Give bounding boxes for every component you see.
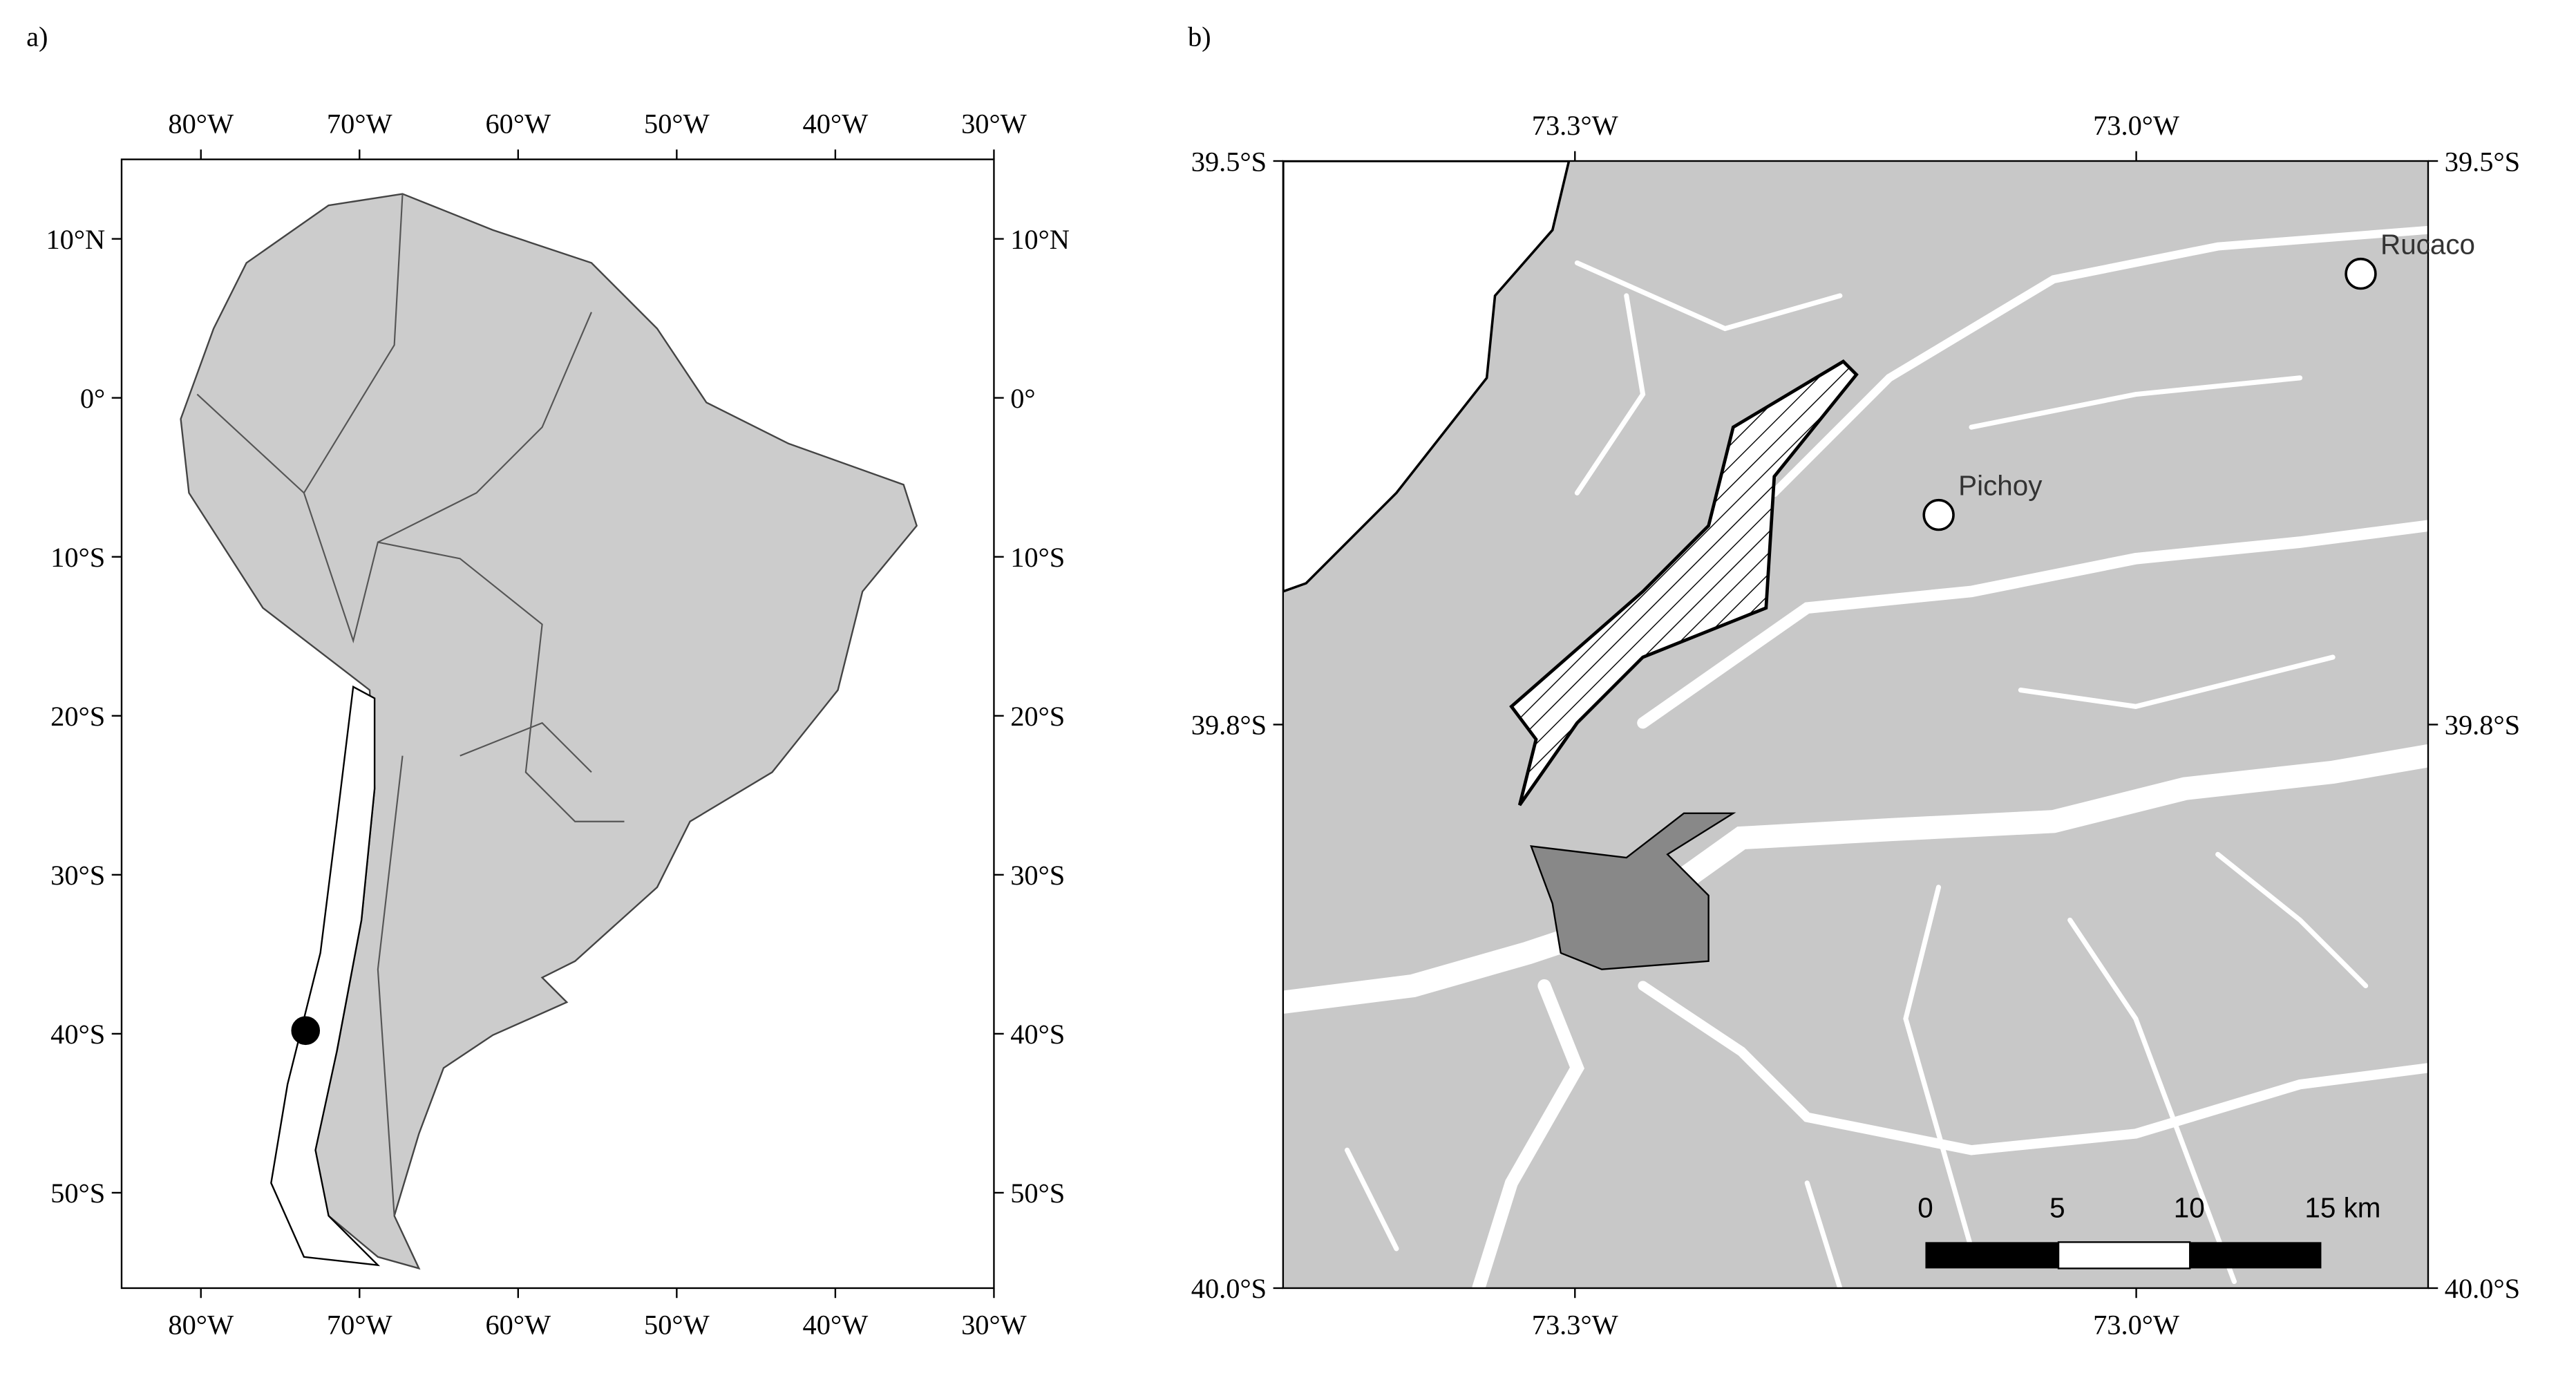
x-tick-label: 40°W <box>803 1310 869 1341</box>
y-tick-label: 20°S <box>1010 701 1065 732</box>
y-tick-label: 20°S <box>50 701 105 732</box>
scale-label: 10 <box>2174 1192 2205 1224</box>
y-tick-label: 0° <box>80 383 105 414</box>
chile-coast <box>270 685 381 1267</box>
y-tick-label: 39.5°S <box>1191 146 1267 177</box>
y-tick-label: 10°N <box>1010 224 1070 255</box>
y-tick-label: 40.0°S <box>1191 1273 1267 1304</box>
site-label: Rucaco <box>2380 229 2475 261</box>
x-tick-label: 60°W <box>485 108 551 140</box>
y-tick-label: 30°S <box>50 860 105 891</box>
hatched-area <box>1509 359 1859 806</box>
y-tick-label: 40°S <box>50 1019 105 1050</box>
y-tick-label: 10°S <box>50 542 105 573</box>
y-tick-label: 39.8°S <box>1191 710 1267 741</box>
ocean <box>1282 160 1571 593</box>
rivers <box>1282 225 2428 1288</box>
x-tick-label: 50°W <box>644 108 710 140</box>
site-label: Pichoy <box>1958 470 2043 502</box>
y-tick-label: 50°S <box>1010 1178 1065 1209</box>
x-tick-label: 70°W <box>327 108 393 140</box>
x-tick-label: 50°W <box>644 1310 710 1341</box>
scale-label: 5 <box>2049 1192 2065 1224</box>
y-tick-label: 50°S <box>50 1178 105 1209</box>
x-tick-label: 80°W <box>168 1310 234 1341</box>
urban-area <box>1530 812 1736 970</box>
y-tick-label: 40°S <box>1010 1019 1065 1050</box>
panel-label: a) <box>26 21 48 53</box>
site-marker <box>2345 257 2377 290</box>
x-tick-label: 73.0°W <box>2093 110 2180 141</box>
scale-label: 0 <box>1917 1192 1933 1224</box>
panel-label: b) <box>1188 21 1211 53</box>
y-tick-label: 10°N <box>46 224 105 255</box>
x-tick-label: 73.0°W <box>2093 1310 2180 1341</box>
site-marker <box>1922 498 1955 531</box>
y-tick-label: 39.5°S <box>2445 146 2520 177</box>
x-tick-label: 73.3°W <box>1532 110 1619 141</box>
y-tick-label: 0° <box>1010 383 1035 414</box>
site-marker <box>291 1016 321 1046</box>
x-tick-label: 70°W <box>327 1310 393 1341</box>
south-america <box>180 193 918 1270</box>
x-tick-label: 73.3°W <box>1532 1310 1619 1341</box>
y-tick-label: 30°S <box>1010 860 1065 891</box>
y-tick-label: 10°S <box>1010 542 1065 573</box>
x-tick-label: 60°W <box>485 1310 551 1341</box>
y-tick-label: 39.8°S <box>2445 710 2520 741</box>
x-tick-label: 30°W <box>961 108 1027 140</box>
x-tick-label: 30°W <box>961 1310 1027 1341</box>
y-tick-label: 40.0°S <box>2445 1273 2520 1304</box>
x-tick-label: 40°W <box>803 108 869 140</box>
x-tick-label: 80°W <box>168 108 234 140</box>
scale-label: 15 km <box>2304 1192 2380 1224</box>
borders <box>196 194 625 1216</box>
scale-bar <box>1925 1241 2322 1270</box>
